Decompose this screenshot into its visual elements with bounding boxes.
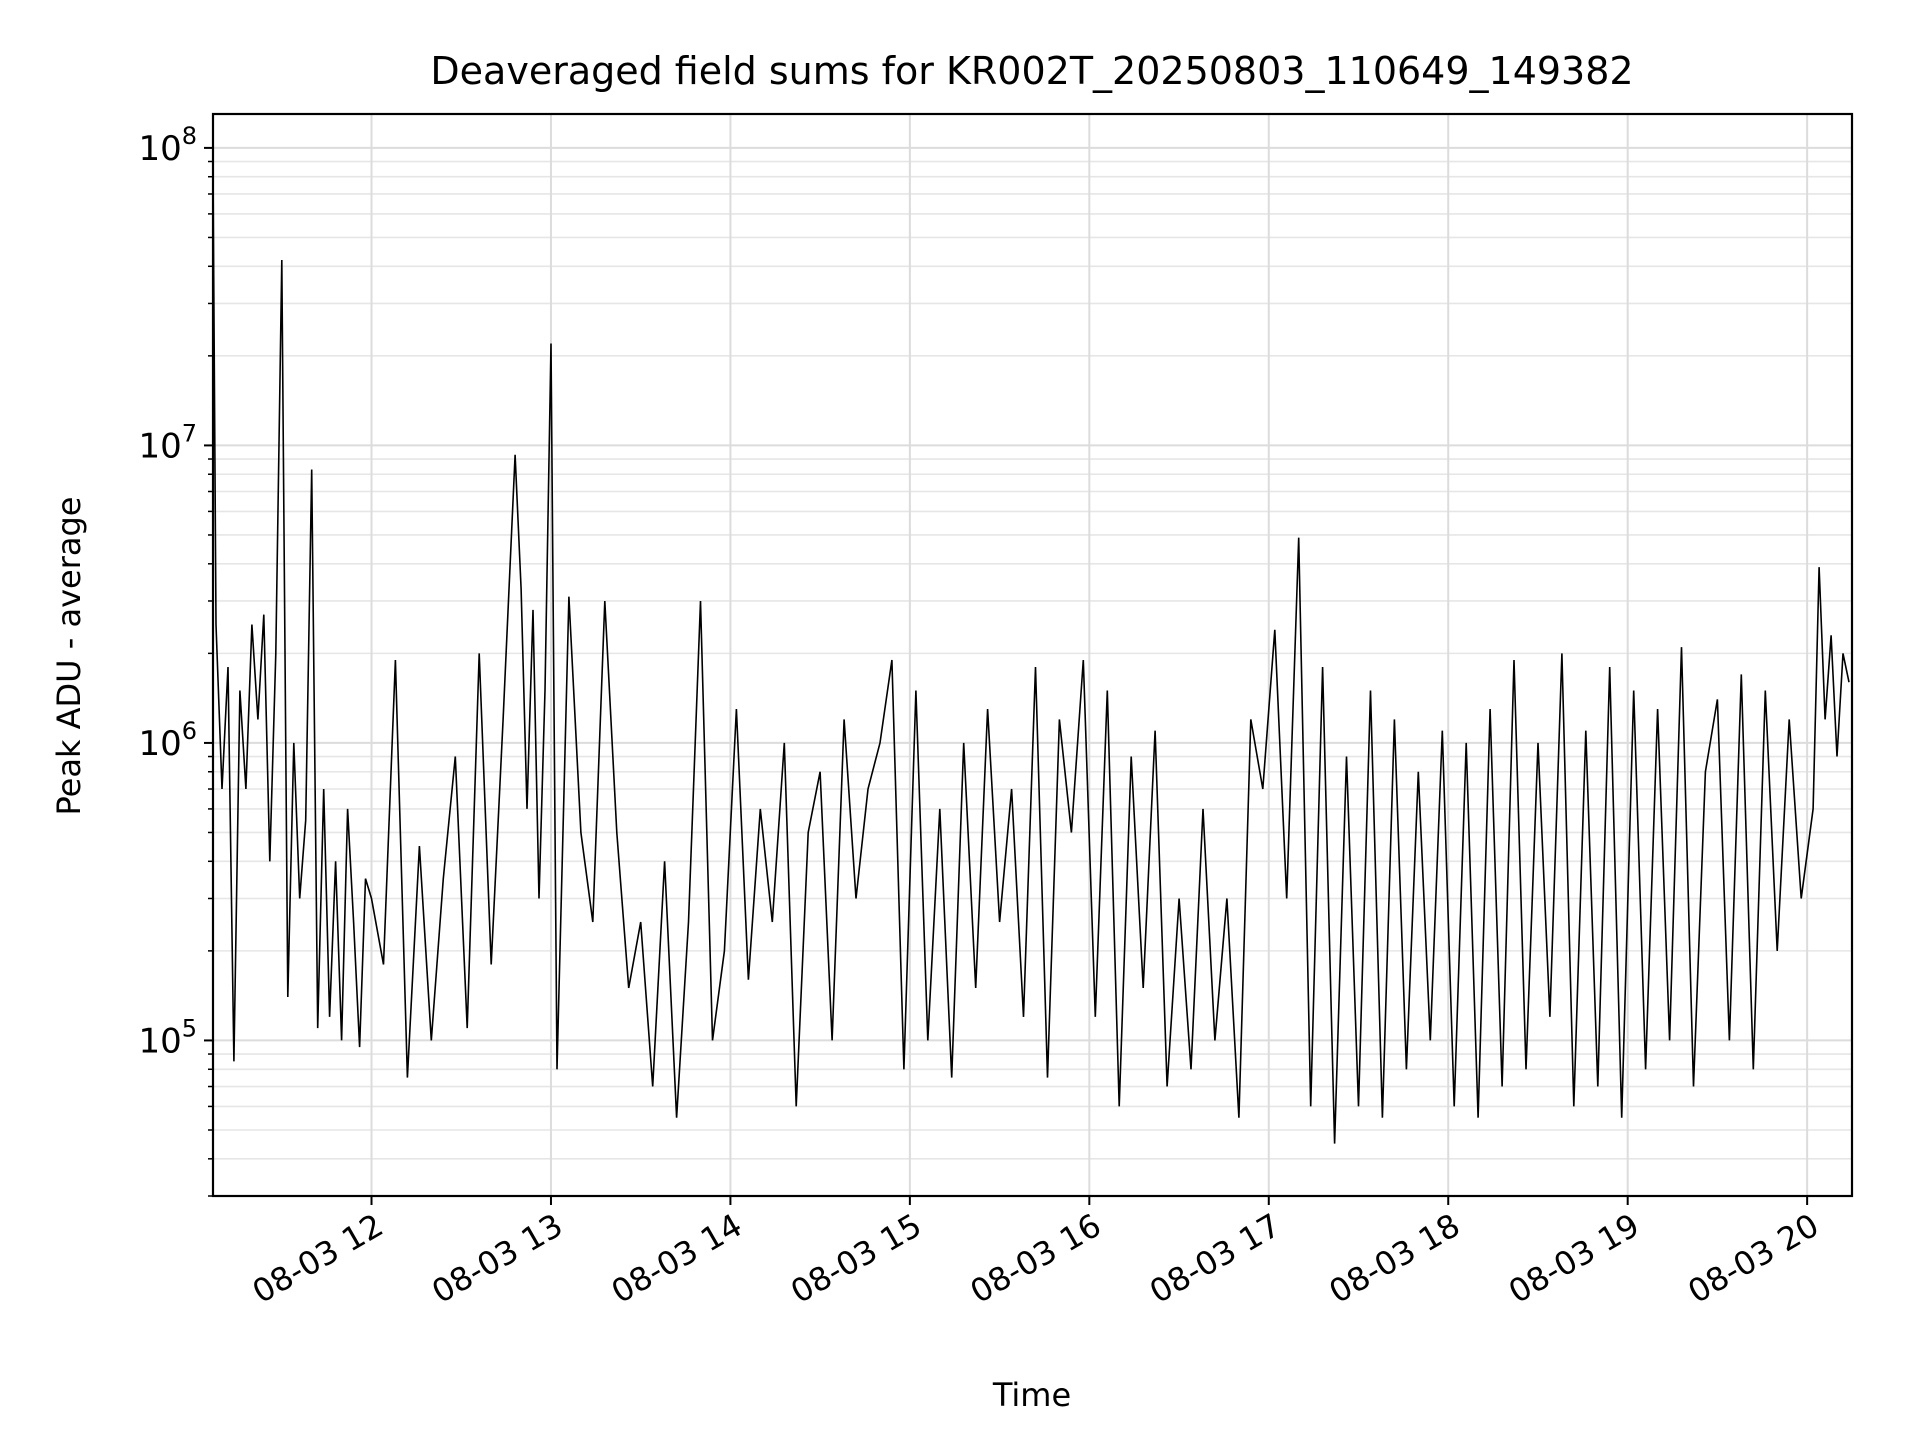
- chart-title: Deaveraged field sums for KR002T_2025080…: [430, 49, 1633, 93]
- grid: [213, 114, 1852, 1197]
- x-axis-label: Time: [992, 1376, 1071, 1414]
- y-tick-label: 106: [138, 717, 197, 764]
- y-tick-label: 108: [138, 122, 197, 169]
- y-axis-label: Peak ADU - average: [50, 497, 88, 816]
- series-line: [212, 165, 1850, 1144]
- y-tick-label: 107: [138, 419, 197, 466]
- y-tick-label: 105: [138, 1014, 197, 1061]
- series-layer: [212, 165, 1850, 1144]
- plot-frame: [211, 112, 1854, 1198]
